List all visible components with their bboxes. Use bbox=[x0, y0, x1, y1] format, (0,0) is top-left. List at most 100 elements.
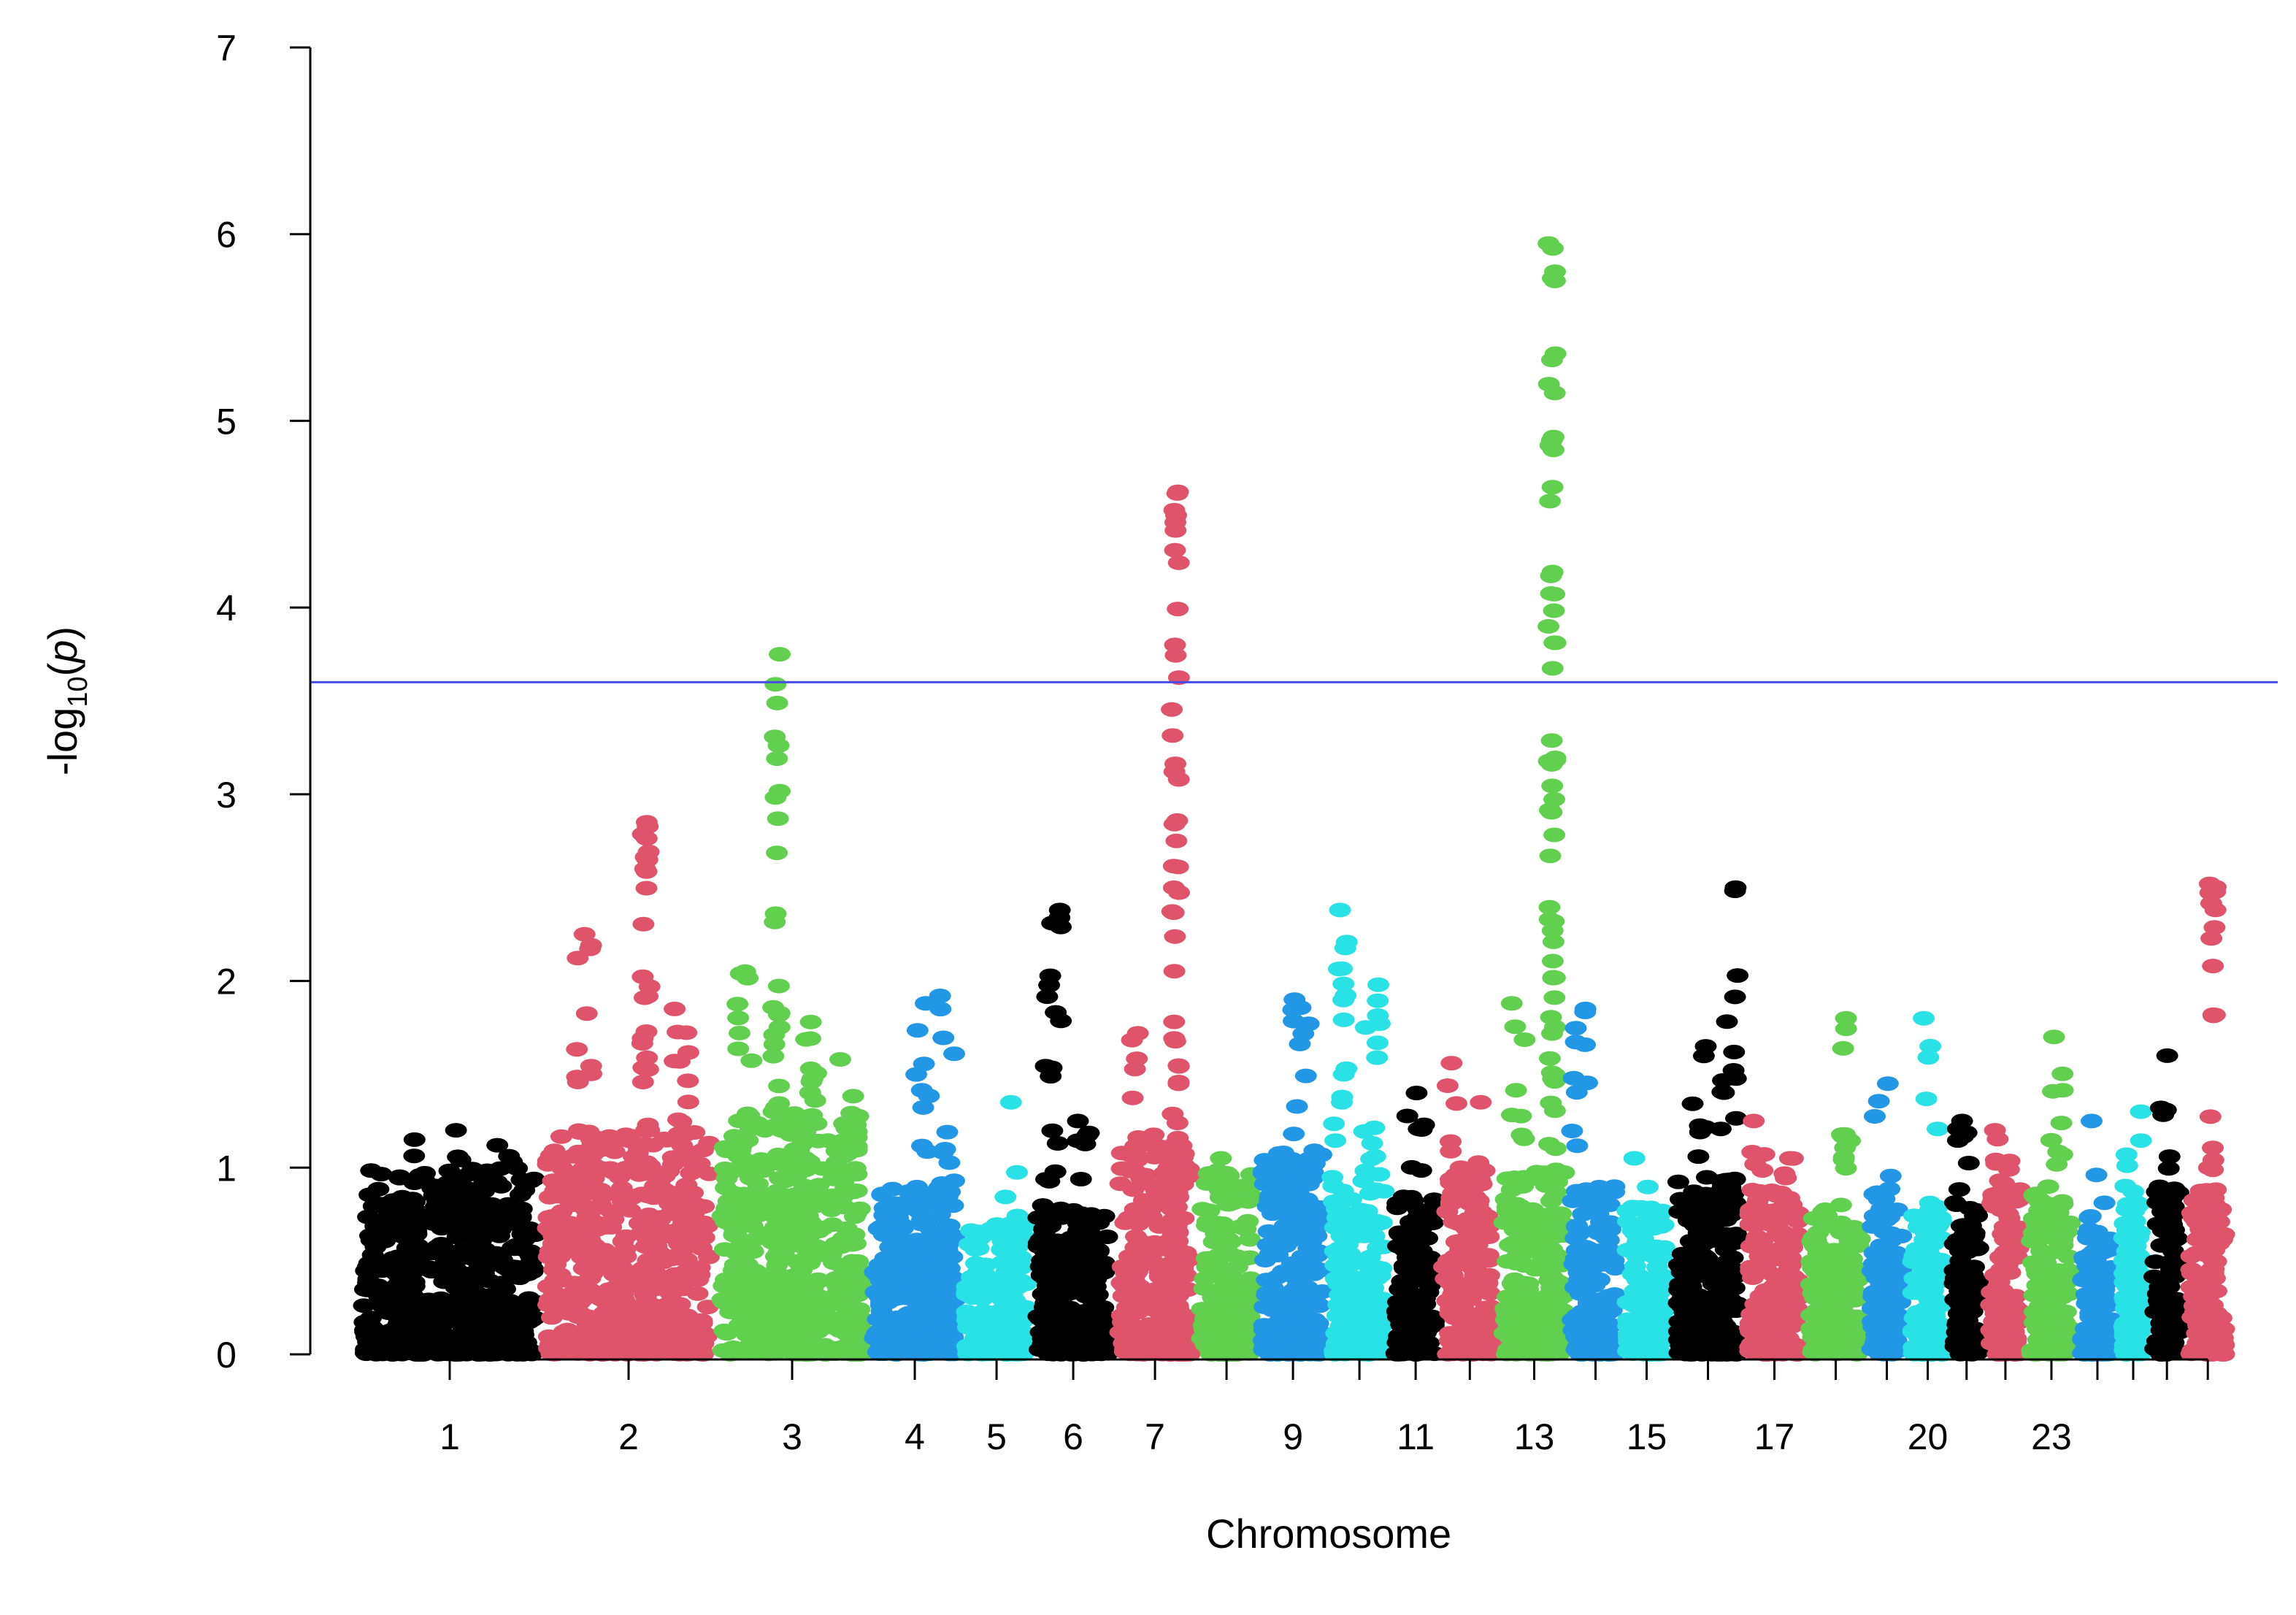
snp-point bbox=[1835, 1010, 1857, 1026]
snp-point bbox=[631, 826, 654, 842]
snp-point bbox=[1742, 1318, 1765, 1332]
snp-point bbox=[1535, 1178, 1557, 1193]
snp-point bbox=[1542, 1230, 1564, 1245]
snp-point bbox=[1405, 1346, 1428, 1361]
snp-point bbox=[1507, 1289, 1529, 1305]
snp-point bbox=[1402, 1193, 1424, 1208]
snp-point bbox=[632, 1060, 655, 1075]
snp-point bbox=[1164, 648, 1187, 663]
snp-point bbox=[494, 1341, 515, 1357]
snp-point bbox=[1167, 1130, 1189, 1146]
snp-point bbox=[675, 1346, 697, 1361]
snp-point bbox=[1283, 1339, 1305, 1354]
snp-point bbox=[372, 1346, 394, 1362]
snp-point bbox=[805, 1065, 827, 1081]
snp-point bbox=[556, 1329, 579, 1344]
snp-point bbox=[871, 1187, 894, 1202]
snp-point bbox=[672, 1216, 694, 1232]
snp-point bbox=[1510, 1127, 1533, 1143]
snp-point bbox=[1696, 1294, 1719, 1310]
snp-point bbox=[1574, 1005, 1597, 1019]
snp-point bbox=[1362, 1281, 1385, 1295]
snp-point bbox=[1802, 1330, 1824, 1345]
snp-point bbox=[1044, 1164, 1067, 1179]
snp-point bbox=[1542, 1071, 1564, 1086]
snp-point bbox=[1543, 385, 1566, 401]
snp-point bbox=[1114, 1215, 1137, 1230]
snp-point bbox=[623, 1149, 645, 1165]
snp-point bbox=[1262, 1281, 1284, 1295]
chromosome-16-points bbox=[1667, 880, 1749, 1362]
snp-point bbox=[833, 1317, 856, 1332]
snp-point bbox=[1216, 1166, 1238, 1181]
snp-point bbox=[1475, 1278, 1497, 1294]
snp-point bbox=[453, 1316, 476, 1332]
snp-point bbox=[631, 969, 654, 984]
snp-point bbox=[1361, 1135, 1383, 1151]
snp-point bbox=[573, 927, 596, 942]
snp-point bbox=[994, 1345, 1016, 1360]
snp-point bbox=[1144, 1303, 1167, 1318]
snp-point bbox=[1538, 1137, 1560, 1152]
snp-point bbox=[833, 1257, 856, 1273]
snp-point bbox=[910, 1083, 933, 1098]
snp-point bbox=[583, 1167, 605, 1182]
snp-point bbox=[864, 1285, 887, 1300]
snp-point bbox=[1647, 1208, 1670, 1223]
snp-point bbox=[1005, 1253, 1028, 1267]
snp-point bbox=[1456, 1167, 1479, 1182]
snp-point bbox=[1191, 1331, 1213, 1346]
snp-point bbox=[1771, 1268, 1794, 1284]
snp-point bbox=[1282, 1002, 1305, 1018]
snp-point bbox=[912, 1100, 934, 1115]
snp-point bbox=[399, 1324, 422, 1339]
snp-point bbox=[472, 1208, 494, 1223]
snp-point bbox=[961, 1290, 983, 1305]
snp-point bbox=[1716, 1279, 1738, 1294]
snp-point bbox=[793, 1178, 815, 1194]
snp-point bbox=[583, 1181, 605, 1196]
snp-point bbox=[1372, 1184, 1395, 1199]
snp-point bbox=[906, 1023, 929, 1038]
snp-point bbox=[675, 1178, 698, 1192]
snp-point bbox=[1164, 542, 1186, 558]
snp-point bbox=[1259, 1298, 1282, 1313]
snp-point bbox=[500, 1259, 523, 1274]
snp-point bbox=[407, 1238, 429, 1254]
snp-point bbox=[449, 1152, 472, 1167]
snp-point bbox=[1778, 1191, 1800, 1205]
snp-point bbox=[934, 1142, 956, 1156]
snp-point bbox=[1727, 968, 1749, 983]
snp-point bbox=[631, 1075, 654, 1089]
snp-point bbox=[1367, 993, 1389, 1008]
snp-point bbox=[610, 1316, 632, 1331]
snp-point bbox=[1440, 1172, 1462, 1187]
snp-point bbox=[1436, 1078, 1459, 1093]
snp-point bbox=[1775, 1170, 1797, 1186]
snp-point bbox=[1586, 1222, 1609, 1238]
snp-point bbox=[1537, 618, 1560, 634]
snp-point bbox=[1331, 1089, 1354, 1105]
snp-point bbox=[454, 1327, 477, 1342]
snp-point bbox=[740, 1346, 762, 1361]
snp-point bbox=[1332, 976, 1355, 991]
snp-point bbox=[1302, 1156, 1324, 1171]
snp-point bbox=[927, 1277, 950, 1292]
snp-point bbox=[1587, 1207, 1610, 1222]
snp-point bbox=[414, 1307, 437, 1322]
snp-point bbox=[653, 1227, 675, 1242]
snp-point bbox=[1624, 1324, 1647, 1340]
snp-point bbox=[816, 1133, 839, 1148]
snp-point bbox=[678, 1150, 701, 1165]
snp-point bbox=[497, 1197, 519, 1212]
snp-point bbox=[635, 864, 658, 879]
snp-point bbox=[929, 1207, 951, 1222]
snp-point bbox=[1623, 1151, 1646, 1166]
snp-point bbox=[1400, 1159, 1423, 1175]
snp-point bbox=[844, 1166, 867, 1181]
snp-point bbox=[1267, 1314, 1289, 1330]
snp-point bbox=[1697, 1318, 1720, 1333]
snp-point bbox=[764, 906, 787, 921]
snp-point bbox=[765, 1211, 788, 1227]
snp-point bbox=[1712, 1344, 1735, 1359]
